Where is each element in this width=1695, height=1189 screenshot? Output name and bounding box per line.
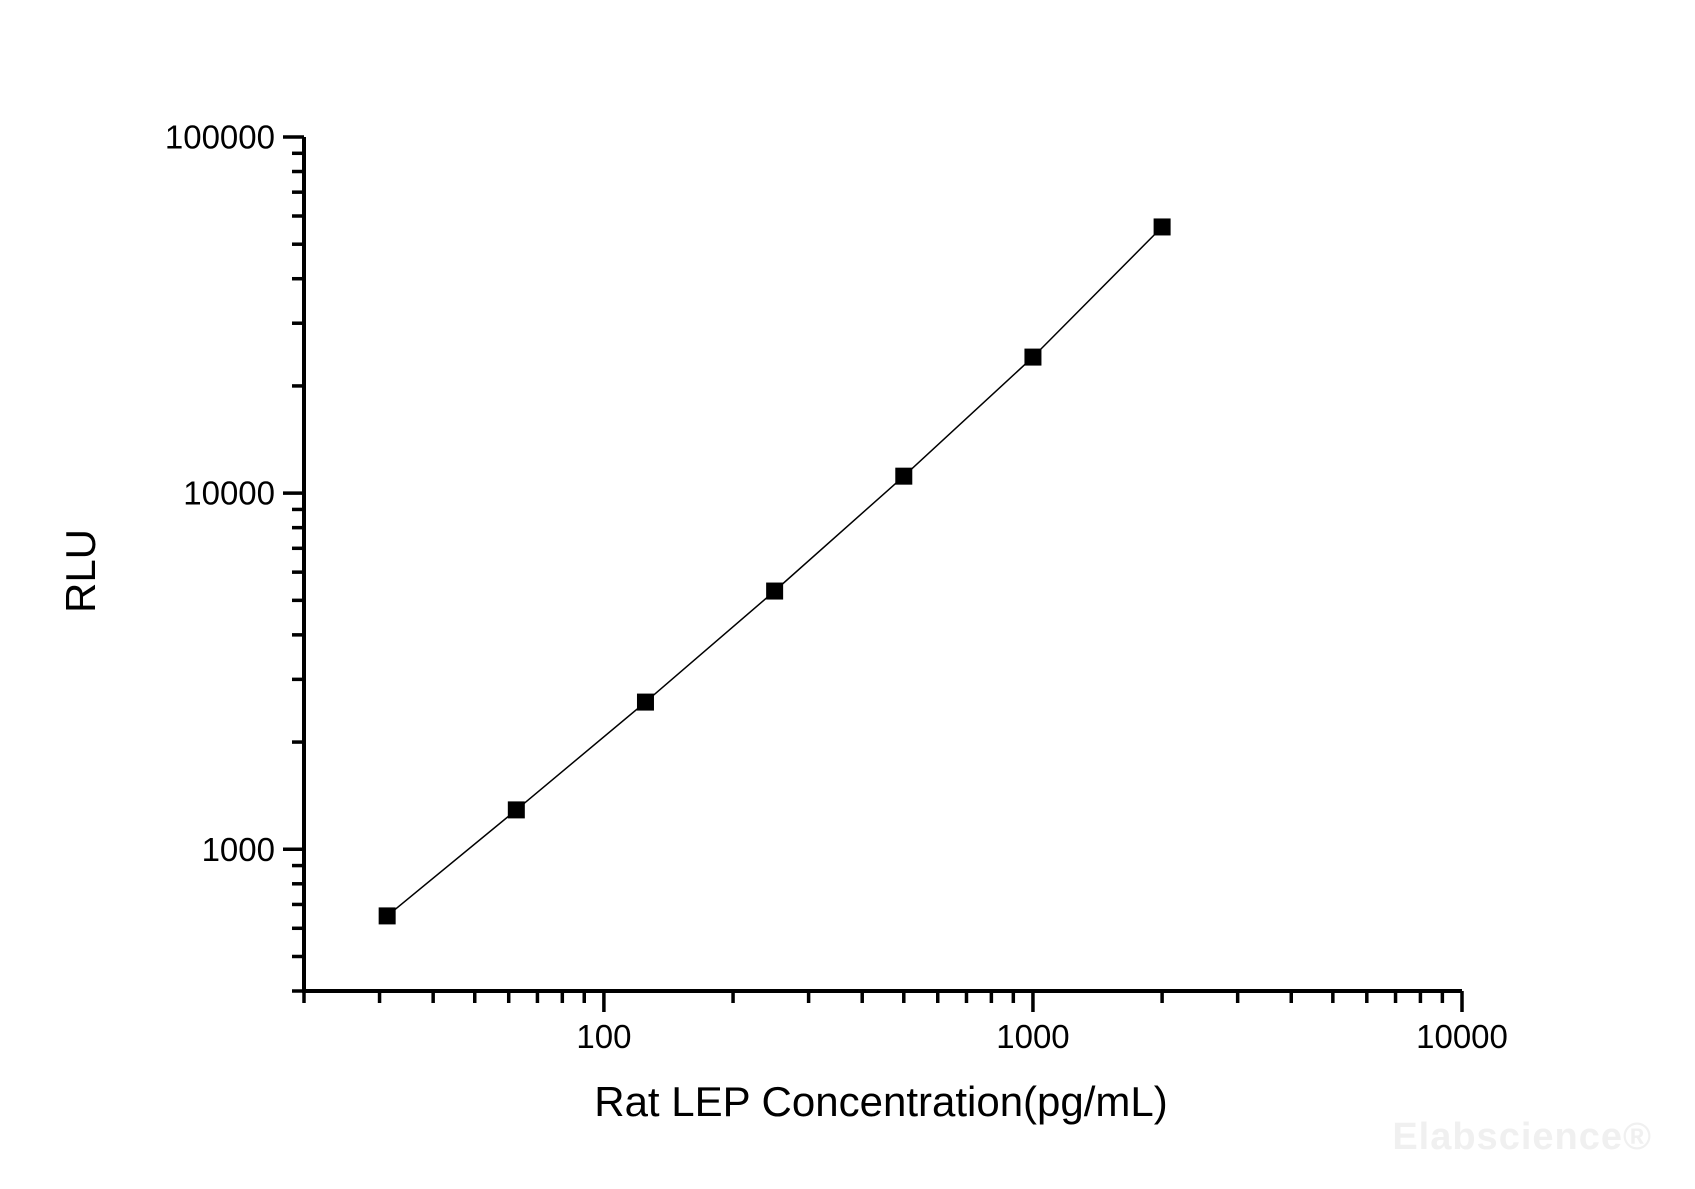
data-point-marker: [895, 467, 913, 485]
y-tick-label: 1000: [202, 831, 275, 868]
x-tick-label: 100: [576, 1018, 631, 1055]
data-point-marker: [766, 582, 784, 600]
y-tick-label: 10000: [183, 475, 275, 512]
data-point-marker: [507, 801, 525, 819]
watermark: Elabscience®: [1392, 1116, 1652, 1158]
data-point-marker: [1024, 348, 1042, 366]
y-tick-label: 100000: [165, 119, 275, 156]
data-point-marker: [636, 693, 654, 711]
y-axis-title: RLU: [57, 528, 104, 614]
series-line: [386, 226, 1163, 917]
data-point-marker: [378, 907, 396, 925]
data-point-marker: [1153, 218, 1171, 236]
x-tick-label: 1000: [996, 1018, 1069, 1055]
x-axis-title: Rat LEP Concentration(pg/mL): [594, 1078, 1168, 1125]
axis-lines: [302, 137, 1462, 993]
x-tick-label: 10000: [1416, 1018, 1508, 1055]
